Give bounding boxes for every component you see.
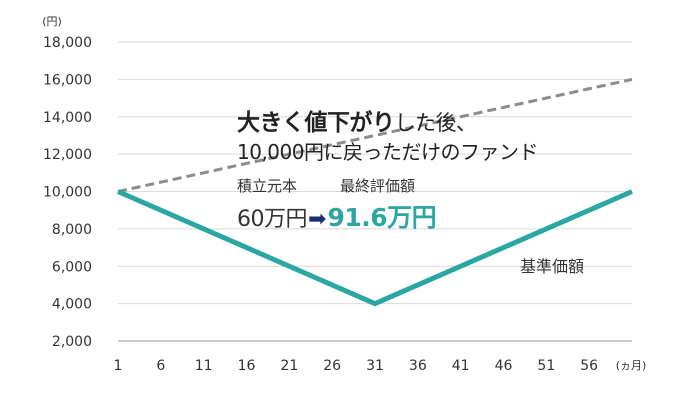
x-tick-label: 26 <box>323 358 341 374</box>
y-tick-label: 12,000 <box>43 147 92 163</box>
x-tick-label: 6 <box>156 358 165 374</box>
x-tick-label: 11 <box>195 358 213 374</box>
final-value: 91.6万円 <box>327 203 437 232</box>
value-row: 60万円 ➡ 91.6万円 <box>237 198 437 234</box>
x-unit-label: (ヵ月) <box>616 359 647 372</box>
y-tick-label: 8,000 <box>52 222 92 238</box>
principal-label: 積立元本 <box>237 177 298 195</box>
y-tick-label: 6,000 <box>52 259 92 275</box>
series-line-principal <box>117 77 633 193</box>
y-tick-label: 14,000 <box>43 110 92 126</box>
y-tick-label: 2,000 <box>52 334 92 350</box>
y-tick-label: 16,000 <box>43 72 92 88</box>
series-label-nav: 基準価額 <box>520 257 585 276</box>
arrow-right-icon: ➡ <box>308 207 327 232</box>
x-tick-label: 1 <box>114 358 123 374</box>
y-axis: 2,000 4,000 6,000 8,000 10,000 12,000 14,000 16… <box>42 15 92 350</box>
y-tick-label: 18,000 <box>43 35 92 51</box>
y-tick-label: 10,000 <box>43 185 92 201</box>
headline-bold: 大きく値下がり <box>237 110 395 136</box>
x-axis: 1 6 11 16 21 26 31 36 41 46 51 56 (ヵ月) <box>114 358 647 374</box>
headline-rest: した後、 <box>394 111 478 135</box>
y-tick-label: 4,000 <box>52 297 92 313</box>
x-tick-label: 21 <box>280 358 298 374</box>
y-unit-label: (円) <box>42 15 62 28</box>
series-lines <box>117 77 633 307</box>
headline: 大きく値下がりした後、 <box>237 103 477 137</box>
x-tick-label: 56 <box>580 358 598 374</box>
headline-line2: 10,000円に戻っただけのファンド <box>237 140 538 164</box>
x-tick-label: 41 <box>452 358 470 374</box>
series-line-nav <box>117 189 633 307</box>
final-label: 最終評価額 <box>340 177 416 195</box>
x-tick-label: 51 <box>537 358 555 374</box>
principal-value: 60万円 <box>237 207 308 232</box>
x-tick-label: 16 <box>238 358 256 374</box>
x-tick-label: 46 <box>495 358 513 374</box>
x-tick-label: 36 <box>409 358 427 374</box>
x-tick-label: 31 <box>366 358 384 374</box>
